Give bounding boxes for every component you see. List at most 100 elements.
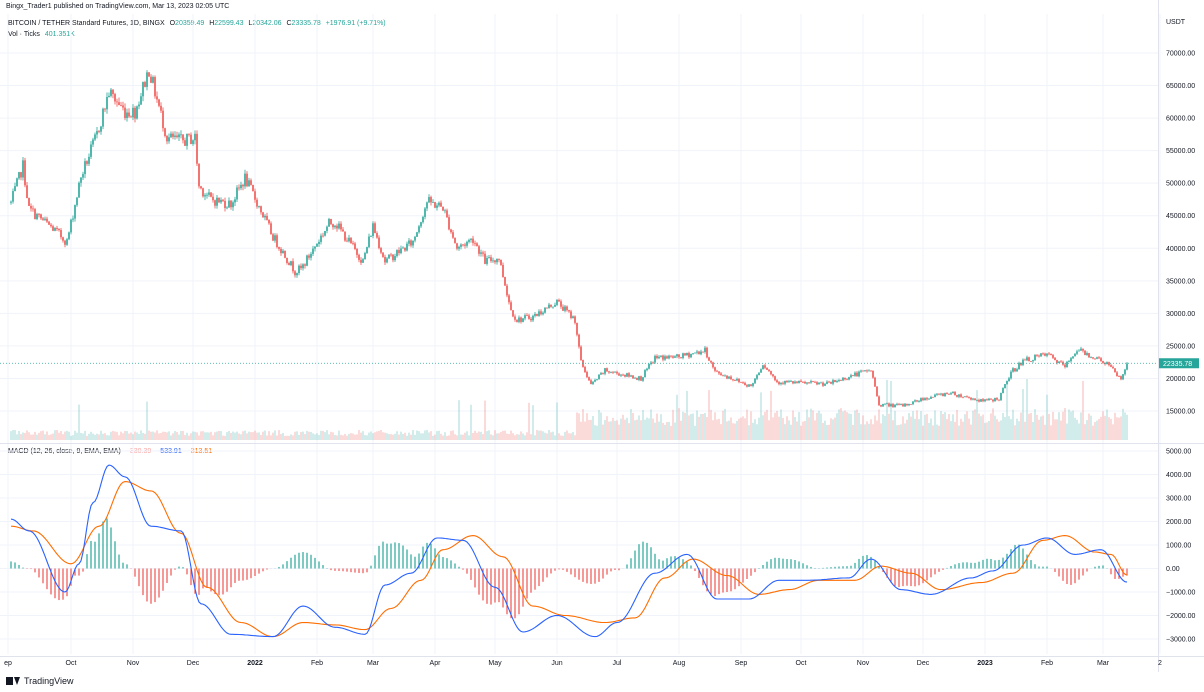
volume-bar [336,435,338,440]
volume-bar [792,410,794,440]
macd-hist-bar [170,568,172,576]
time-axis-label: 2023 [977,660,993,667]
candle-body [816,382,818,385]
ohlc-open: 20359.49 [175,20,205,27]
candle-body [706,347,708,358]
volume-bar [316,433,318,440]
volume-bar [226,432,228,440]
candle-body [1058,361,1060,364]
candle-body [576,322,578,335]
volume-bar [852,424,854,440]
candle-body [1088,353,1090,358]
volume-bar [702,413,704,440]
time-axis-label: Jun [551,660,562,667]
candle-body [500,259,502,265]
candle-body [126,112,128,118]
volume-bar [538,430,540,440]
candle-body [900,404,902,405]
candle-body [326,226,328,231]
macd-hist-bar [714,568,716,597]
macd-hist-bar [162,568,164,591]
macd-axis-tick: 5000.00 [1166,449,1191,456]
macd-hist-bar [218,568,220,596]
candle-body [966,396,968,398]
candle-body [918,401,920,402]
macd-axis-tick: 4000.00 [1166,472,1191,479]
candle-body [468,239,470,242]
candle-body [56,227,58,229]
candle-body [230,200,232,208]
candle-body [894,404,896,407]
volume-label: Vol · Ticks [8,31,40,38]
candle-body [260,206,262,213]
macd-hist-bar [838,566,840,569]
volume-bar [154,432,156,440]
macd-hist-bar [346,568,348,572]
volume-bar [962,421,964,440]
volume-bar [524,435,526,440]
volume-bar [548,430,550,440]
macd-hist-bar [770,559,772,569]
macd-hist-bar [174,568,176,570]
volume-bar [844,410,846,440]
candle-body [1012,368,1014,372]
candle-body [882,404,884,407]
macd-hist-bar [22,567,24,569]
time-axis-label: Oct [66,660,77,667]
macd-hist-bar [762,564,764,569]
macd-hist-bar [886,568,888,578]
volume-bar [582,408,584,440]
macd-hist-bar [866,555,868,569]
candle-body [934,394,936,398]
candle-body [908,404,910,406]
candle-body [60,230,62,238]
volume-bar [444,432,446,440]
candle-body [842,377,844,381]
volume-bar [1054,419,1056,440]
candle-body [550,304,552,307]
candle-body [122,105,124,108]
volume-bar [296,431,298,440]
volume-bar [622,414,624,440]
volume-bar [758,417,760,440]
volume-bar [1046,394,1048,440]
candle-body [1004,384,1006,389]
candle-body [332,224,334,228]
volume-bar [678,408,680,440]
candle-body [802,381,804,383]
candle-body [356,248,358,255]
volume-bar [982,414,984,440]
candle-body [160,105,162,111]
macd-hist-bar [254,568,256,577]
candle-body [656,355,658,359]
volume-bar [1084,424,1086,440]
volume-bar [434,434,436,440]
candle-body [466,241,468,246]
time-axis-label: Feb [1041,660,1053,667]
volume-bar [238,433,240,440]
volume-bar [1056,419,1058,440]
candle-body [106,97,108,110]
candle-body [810,381,812,383]
volume-value: 401.351K [44,31,75,38]
volume-bar [646,417,648,440]
candle-body [544,307,546,313]
volume-bar [802,421,804,440]
volume-bar [208,432,210,440]
macd-hist-bar [374,555,376,569]
volume-bar [86,435,88,440]
macd-hist-bar [418,553,420,569]
volume-bar [1050,425,1052,440]
volume-bar [334,434,336,440]
candle-body [294,271,296,276]
candle-body [148,72,150,77]
volume-bar [234,432,236,440]
candle-body [880,405,882,407]
candle-body [1008,378,1010,382]
volume-bar [816,412,818,440]
macd-hist-bar [738,568,740,587]
candle-body [476,243,478,247]
candle-body [146,72,148,87]
macd-hist-bar [282,564,284,569]
chart-canvas[interactable]: USDT 70000.00 65000.00 60000.00 55000.00 5000… [0,0,1204,672]
